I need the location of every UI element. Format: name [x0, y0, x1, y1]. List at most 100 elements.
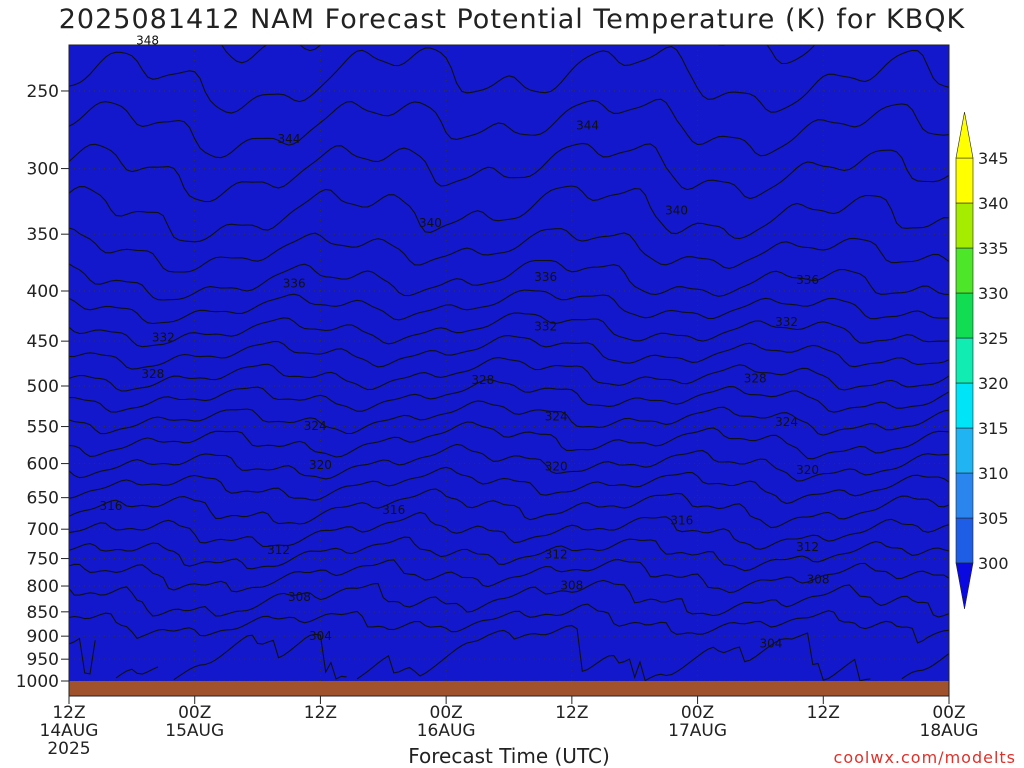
- contour-label-316: 316: [99, 499, 122, 513]
- y-tick-label: 600: [27, 455, 59, 475]
- colorbar-label: 305: [978, 509, 1009, 528]
- contour-308: [69, 579, 949, 618]
- contour-label-320: 320: [545, 459, 568, 473]
- y-axis: 250 300 350 400 450 500 550 600 650 700 750 800 850 9…: [16, 82, 69, 692]
- contour-326: [69, 378, 949, 413]
- colorbar-label: 325: [978, 329, 1009, 348]
- y-tick-label: 750: [27, 550, 59, 570]
- colorbar-label: 310: [978, 464, 1009, 483]
- y-tick-label: 300: [27, 160, 59, 180]
- contour-310: [69, 559, 949, 594]
- colorbar-label: 330: [978, 284, 1009, 303]
- y-tick-label: 800: [27, 577, 59, 597]
- colorbar-segment: [955, 517, 974, 564]
- contour-label-304: 304: [759, 637, 782, 651]
- x-tick-label: 14AUG: [40, 721, 99, 741]
- colorbar-segment: [955, 157, 974, 204]
- x-tick-label: 12Z: [807, 703, 840, 723]
- contour-label-316: 316: [382, 503, 405, 517]
- contour-label-332: 332: [152, 330, 175, 344]
- contour-label-312: 312: [545, 548, 568, 562]
- contour-label-332: 332: [534, 320, 557, 334]
- contour-label-344: 344: [576, 118, 599, 132]
- y-tick-label: 950: [27, 650, 59, 670]
- contour-label-304: 304: [309, 629, 332, 643]
- y-tick-label: 850: [27, 603, 59, 623]
- colorbar-segment: [955, 292, 974, 339]
- y-tick-label: 350: [27, 225, 59, 245]
- x-tick-label: 16AUG: [417, 721, 476, 741]
- y-tick-label: 1000: [16, 672, 59, 692]
- contour-label-320: 320: [309, 458, 332, 472]
- contour-328: [69, 357, 949, 392]
- contour-336: [69, 259, 949, 301]
- colorbar-segment: [955, 247, 974, 294]
- contour-340: [69, 185, 949, 243]
- colorbar-label: 335: [978, 239, 1009, 258]
- contour-312: [69, 536, 949, 572]
- fill-band-300: [69, 45, 949, 681]
- contour-346: [69, 46, 949, 114]
- contour-label-312: 312: [796, 540, 819, 554]
- contour-label-308: 308: [807, 573, 830, 587]
- contour-label-308: 308: [288, 590, 311, 604]
- contour-344: [69, 98, 949, 159]
- colorbar-segment: [955, 202, 974, 249]
- contour-320: [69, 443, 949, 482]
- colorbar-label: 320: [978, 374, 1009, 393]
- x-axis-label: Forecast Time (UTC): [408, 744, 610, 768]
- x-tick-label: 12Z: [304, 703, 337, 723]
- x-tick-label: 18AUG: [920, 721, 979, 741]
- x-tick-label: 15AUG: [165, 721, 224, 741]
- contour-label-324: 324: [304, 419, 327, 433]
- x-tick-label: 00Z: [178, 703, 211, 723]
- y-tick-label: 400: [27, 282, 59, 302]
- credit-text: coolwx.com/modelts: [833, 748, 1016, 767]
- contour-334: [69, 289, 949, 325]
- contour-label-336: 336: [796, 273, 819, 287]
- contour-label-312: 312: [267, 543, 290, 557]
- colorbar-label: 315: [978, 419, 1009, 438]
- y-tick-label: 700: [27, 520, 59, 540]
- contour-label-344: 344: [278, 132, 301, 146]
- contour-338: [69, 227, 949, 273]
- contour-label-328: 328: [471, 373, 494, 387]
- contour-label-316: 316: [670, 514, 693, 528]
- colorbar-label: 345: [978, 149, 1009, 168]
- colorbar: 300 305 310 315 320 325 330 335 340 345: [955, 111, 1009, 610]
- colorbar-label: 340: [978, 194, 1009, 213]
- contour-label-320: 320: [796, 463, 819, 477]
- contour-322: [69, 421, 949, 460]
- x-tick-label: 2025: [47, 739, 90, 759]
- colorbar-label: 300: [978, 554, 1009, 573]
- y-tick-label: 900: [27, 627, 59, 647]
- contour-label-348: 348: [136, 33, 159, 47]
- colorbar-segment: [955, 427, 974, 474]
- colorbar-segment: [955, 472, 974, 519]
- terrain-bar: [69, 681, 949, 696]
- y-tick-label: 250: [27, 82, 59, 102]
- contour-330: [69, 335, 949, 370]
- y-tick-label: 450: [27, 332, 59, 352]
- colorbar-high-arrow: [955, 111, 974, 159]
- contour-label-336: 336: [283, 276, 306, 290]
- grid-lines: [68, 45, 950, 682]
- contour-316: [69, 488, 949, 529]
- chart-title: 2025081412 NAM Forecast Potential Temper…: [58, 4, 966, 35]
- contour-label-332: 332: [775, 315, 798, 329]
- plot-frame: [68, 44, 950, 697]
- contour-324: [69, 400, 949, 436]
- x-tick-label: 17AUG: [668, 721, 727, 741]
- colorbar-low-arrow: [955, 562, 974, 610]
- contour-332: [69, 312, 949, 348]
- colorbar-segment: [955, 382, 974, 429]
- contour-348: [221, 45, 816, 65]
- contour-306: [69, 603, 949, 644]
- contour-318: [69, 466, 949, 505]
- contour-304: [69, 625, 949, 681]
- theta-contours: [69, 45, 949, 681]
- contour-342: [69, 142, 949, 203]
- x-tick-label: 12Z: [52, 703, 85, 723]
